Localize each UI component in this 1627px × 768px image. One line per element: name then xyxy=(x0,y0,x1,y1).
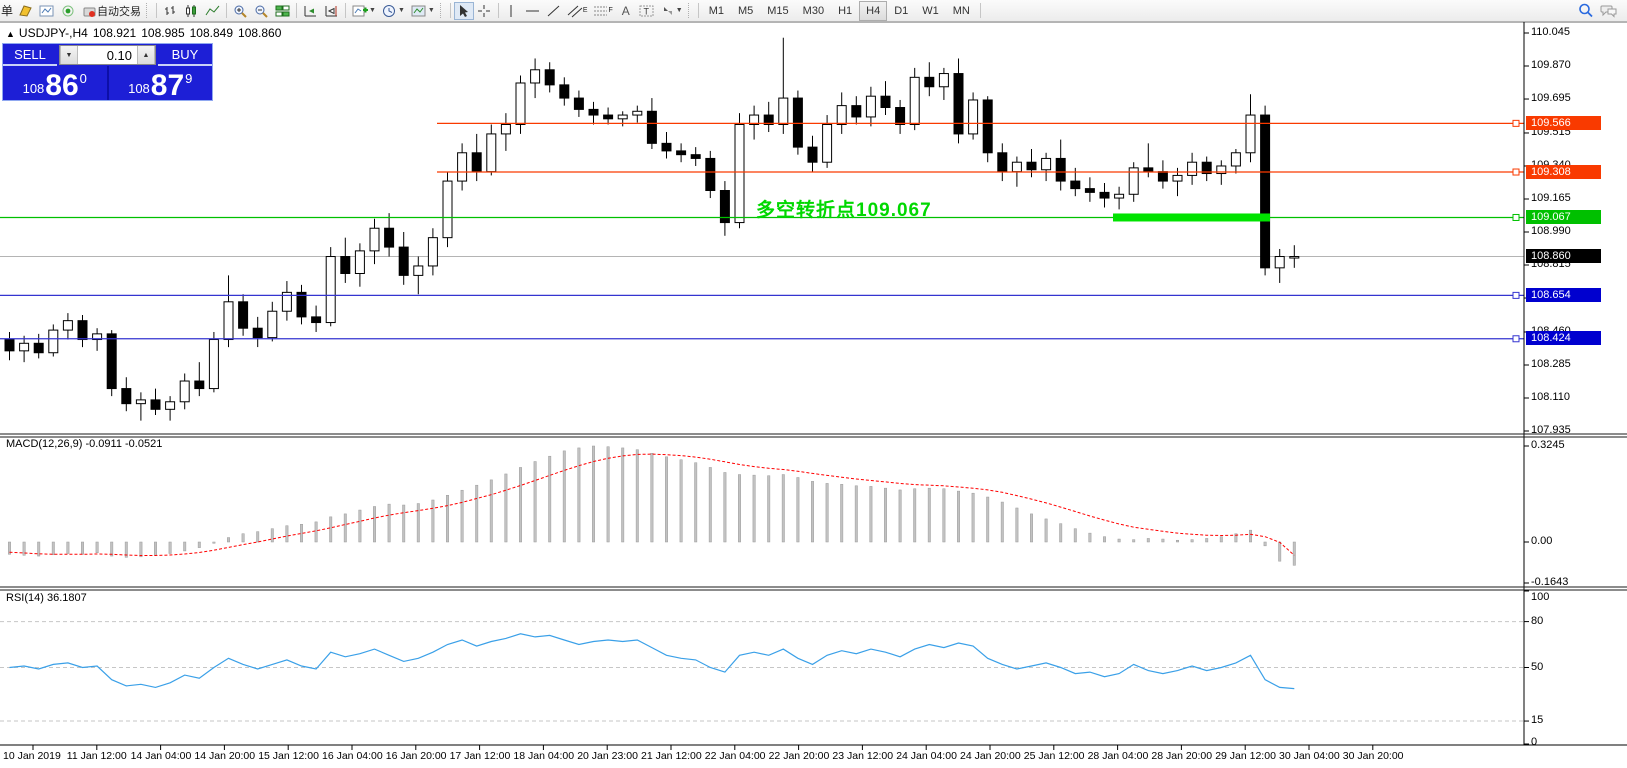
symbol-timeframe: USDJPY-,H4 xyxy=(18,26,88,40)
autotrade-button[interactable]: 自动交易 xyxy=(79,2,144,20)
buy-price-main: 87 xyxy=(150,69,185,102)
ohlc-high: 108.985 xyxy=(141,26,185,40)
channel-tool[interactable]: E xyxy=(564,2,591,20)
auto-scroll-icon[interactable] xyxy=(300,2,321,20)
volume-input[interactable]: 0.10 xyxy=(106,47,132,63)
templates-button[interactable]: ▼ xyxy=(408,2,438,20)
chart-window-icon[interactable] xyxy=(36,2,58,20)
buy-price-prefix: 108 xyxy=(128,81,150,96)
timeframe-m15[interactable]: M15 xyxy=(767,4,789,17)
chart-header: ▲ USDJPY-,H4 108.921 108.985 108.849 108.860 xyxy=(6,26,286,40)
bar-chart-type-icon[interactable] xyxy=(160,2,181,20)
sell-button[interactable]: SELL xyxy=(3,44,57,66)
text-tool[interactable]: A xyxy=(621,3,630,18)
sell-price-prefix: 108 xyxy=(22,81,45,96)
horizontal-line-tool[interactable] xyxy=(522,2,543,20)
arrows-tool[interactable]: ▼ xyxy=(658,2,686,20)
zoom-out-icon[interactable] xyxy=(251,2,272,20)
market-watch-icon[interactable] xyxy=(15,2,36,20)
one-click-trade-panel: SELL ▼ 0.10 ▲ BUY 108 86 0 108 87 9 xyxy=(3,44,213,102)
text-label-tool[interactable]: T xyxy=(636,2,658,20)
chart-shift-icon[interactable] xyxy=(321,2,342,20)
timeframe-mn[interactable]: MN xyxy=(952,4,970,17)
timeframe-w1[interactable]: W1 xyxy=(922,4,939,17)
cursor-tool[interactable] xyxy=(453,1,474,20)
search-icon[interactable] xyxy=(1575,2,1597,20)
timeframe-h4[interactable]: H4 xyxy=(859,0,888,21)
crosshair-tool[interactable] xyxy=(474,2,495,20)
new-order-button[interactable]: 单 xyxy=(1,4,14,18)
main-toolbar: 单 自动交易 ▼ xyxy=(0,0,1627,22)
timeframe-m30[interactable]: M30 xyxy=(802,4,825,17)
signal-icon[interactable] xyxy=(58,2,79,20)
tile-windows-icon[interactable] xyxy=(272,2,293,20)
sell-price-pip: 0 xyxy=(79,71,87,86)
timeframe-group: M1 M5 M15 M30 H1 H4 D1 W1 MN xyxy=(702,0,977,21)
collapse-triangle-icon[interactable]: ▲ xyxy=(6,29,15,39)
volume-decrease-button[interactable]: ▼ xyxy=(60,46,78,64)
pivot-annotation-text[interactable]: 多空转折点109.067 xyxy=(756,200,932,221)
sell-price-main: 86 xyxy=(45,69,79,102)
candlestick-type-icon[interactable] xyxy=(181,2,202,20)
ohlc-low: 108.849 xyxy=(189,26,234,40)
svg-text:T: T xyxy=(643,6,649,16)
buy-price[interactable]: 108 87 9 xyxy=(109,66,213,102)
ohlc-open: 108.921 xyxy=(92,26,137,40)
chat-icon[interactable] xyxy=(1597,2,1621,20)
timeframe-m5[interactable]: M5 xyxy=(737,4,754,17)
buy-price-pip: 9 xyxy=(185,71,193,86)
fibonacci-tool[interactable]: F xyxy=(590,2,615,20)
volume-increase-button[interactable]: ▲ xyxy=(137,46,155,64)
trendline-tool[interactable] xyxy=(543,2,564,20)
timeframe-m1[interactable]: M1 xyxy=(708,4,724,17)
autotrade-label: 自动交易 xyxy=(97,5,141,18)
ohlc-close: 108.860 xyxy=(238,26,282,40)
sell-price[interactable]: 108 86 0 xyxy=(3,66,107,102)
timeframe-h1[interactable]: H1 xyxy=(838,4,853,17)
add-indicator-button[interactable]: ▼ xyxy=(349,2,379,20)
rsi-indicator-label: RSI(14) 36.1807 xyxy=(6,592,87,604)
periods-button[interactable]: ▼ xyxy=(379,2,408,20)
macd-indicator-label: MACD(12,26,9) -0.0911 -0.0521 xyxy=(6,438,163,450)
zoom-in-icon[interactable] xyxy=(230,2,251,20)
vertical-line-tool[interactable] xyxy=(502,2,522,20)
line-chart-type-icon[interactable] xyxy=(202,2,223,20)
buy-button[interactable]: BUY xyxy=(158,44,212,66)
timeframe-d1[interactable]: D1 xyxy=(894,4,909,17)
